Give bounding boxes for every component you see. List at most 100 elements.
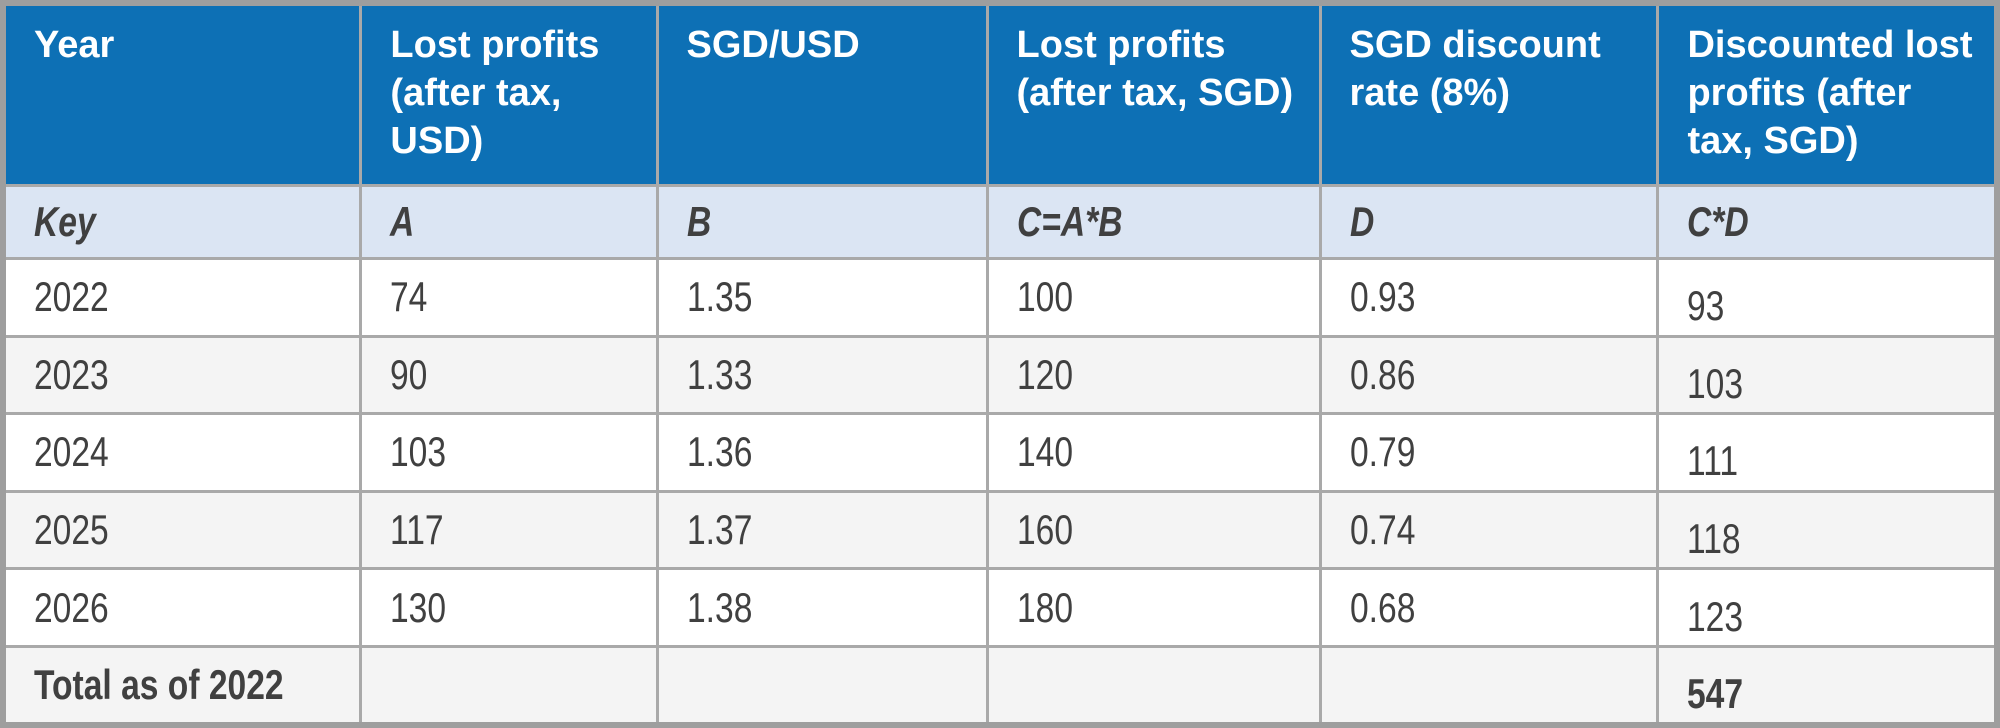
cell-value: 103	[1687, 359, 1744, 407]
table-cell: 123	[1656, 567, 1999, 648]
table-cell: 140	[985, 412, 1322, 493]
cell-value: 1.33	[686, 350, 752, 398]
cell-value: 74	[390, 273, 428, 321]
header-row: Year Lost profits (after tax, USD) SGD/U…	[1, 1, 1999, 187]
cell-value: 1.38	[686, 583, 752, 631]
table-cell: 0.86	[1318, 334, 1660, 416]
key-label: C*D	[1687, 197, 1750, 245]
cell-value: 103	[390, 428, 447, 476]
total-label-cell: Total as of 2022	[1, 644, 363, 727]
table-cell: 0.74	[1318, 489, 1660, 571]
table-cell: 74	[359, 257, 659, 338]
table-cell: 160	[985, 489, 1322, 571]
table-cell: 117	[359, 489, 659, 571]
header-label: Year	[34, 24, 115, 66]
cell-value: 0.79	[1349, 428, 1415, 476]
cell-value: 117	[390, 506, 444, 553]
table-cell: 0.93	[1318, 257, 1660, 338]
key-cell: D	[1318, 183, 1660, 261]
table-row-2025: 2025 117 1.37 160 0.74 118	[1, 489, 1999, 571]
cell-value: 1.37	[686, 506, 752, 553]
table-cell: 103	[1656, 334, 1999, 416]
header-label: Lost profits (after tax, USD)	[390, 24, 600, 162]
cell-value: 0.74	[1349, 506, 1415, 553]
table-cell: 2023	[1, 334, 363, 416]
table-cell: 1.33	[655, 334, 989, 416]
table-row-2024: 2024 103 1.36 140 0.79 111	[1, 412, 1999, 493]
total-row: Total as of 2022 547	[1, 644, 1999, 727]
table-cell: 100	[985, 257, 1322, 338]
total-value-cell: 547	[1656, 644, 1999, 727]
cell-value: 1.36	[686, 428, 752, 476]
header-cell-discount-rate: SGD discount rate (8%)	[1318, 1, 1660, 187]
cell-value: 160	[1016, 506, 1073, 553]
cell-value: 180	[1016, 583, 1073, 631]
total-empty-cell	[655, 644, 989, 727]
cell-value: 2024	[34, 428, 109, 476]
key-cell: A	[359, 183, 659, 261]
header-cell-discounted-lost-profits: Discounted lost profits (after tax, SGD)	[1656, 1, 1999, 187]
table-cell: 2025	[1, 489, 363, 571]
key-cell: C=A*B	[985, 183, 1322, 261]
cell-value: 123	[1687, 592, 1744, 640]
cell-value: 2023	[34, 350, 109, 398]
cell-value: 2022	[34, 273, 109, 321]
key-cell: B	[655, 183, 989, 261]
header-label: Discounted lost profits (after tax, SGD)	[1687, 24, 1973, 162]
key-cell: Key	[1, 183, 363, 261]
cell-value: 0.93	[1349, 273, 1415, 321]
header-label: SGD/USD	[686, 24, 860, 66]
header-cell-lost-profits-usd: Lost profits (after tax, USD)	[359, 1, 659, 187]
key-label: Key	[34, 197, 96, 245]
cell-value: 90	[390, 350, 428, 398]
header-label: Lost profits (after tax, SGD)	[1016, 24, 1294, 114]
table-cell: 180	[985, 567, 1322, 648]
key-row: Key A B C=A*B D C*D	[1, 183, 1999, 261]
cell-value: 0.68	[1349, 583, 1415, 631]
header-cell-lost-profits-sgd: Lost profits (after tax, SGD)	[985, 1, 1322, 187]
key-label: A	[390, 197, 415, 245]
key-label: C=A*B	[1016, 197, 1123, 245]
total-empty-cell	[985, 644, 1322, 727]
key-cell: C*D	[1656, 183, 1999, 261]
total-label: Total as of 2022	[34, 660, 284, 708]
key-label: D	[1349, 197, 1374, 245]
cell-value: 0.86	[1349, 350, 1415, 398]
table-cell: 111	[1656, 412, 1999, 493]
cell-value: 93	[1687, 282, 1725, 330]
cell-value: 100	[1016, 273, 1073, 321]
cell-value: 111	[1687, 437, 1739, 485]
table-row-2023: 2023 90 1.33 120 0.86 103	[1, 334, 1999, 416]
total-empty-cell	[1318, 644, 1660, 727]
table-row-2022: 2022 74 1.35 100 0.93 93	[1, 257, 1999, 338]
table-cell: 1.38	[655, 567, 989, 648]
table-cell: 1.37	[655, 489, 989, 571]
header-label: SGD discount rate (8%)	[1349, 24, 1601, 114]
table-cell: 1.35	[655, 257, 989, 338]
cell-value: 120	[1016, 350, 1073, 398]
cell-value: 130	[390, 583, 447, 631]
cell-value: 140	[1016, 428, 1073, 476]
table-cell: 2024	[1, 412, 363, 493]
table-cell: 93	[1656, 257, 1999, 338]
header-cell-sgd-usd: SGD/USD	[655, 1, 989, 187]
table-cell: 130	[359, 567, 659, 648]
table-cell: 2026	[1, 567, 363, 648]
total-value: 547	[1687, 669, 1744, 717]
table-row-2026: 2026 130 1.38 180 0.68 123	[1, 567, 1999, 648]
total-empty-cell	[359, 644, 659, 727]
table-cell: 118	[1656, 489, 1999, 571]
cell-value: 118	[1687, 515, 1742, 562]
cell-value: 2025	[34, 506, 109, 553]
table-cell: 103	[359, 412, 659, 493]
table-cell: 2022	[1, 257, 363, 338]
header-cell-year: Year	[1, 1, 363, 187]
table-cell: 120	[985, 334, 1322, 416]
cell-value: 1.35	[686, 273, 752, 321]
cell-value: 2026	[34, 583, 109, 631]
table-cell: 0.79	[1318, 412, 1660, 493]
table-cell: 0.68	[1318, 567, 1660, 648]
key-label: B	[686, 197, 711, 245]
